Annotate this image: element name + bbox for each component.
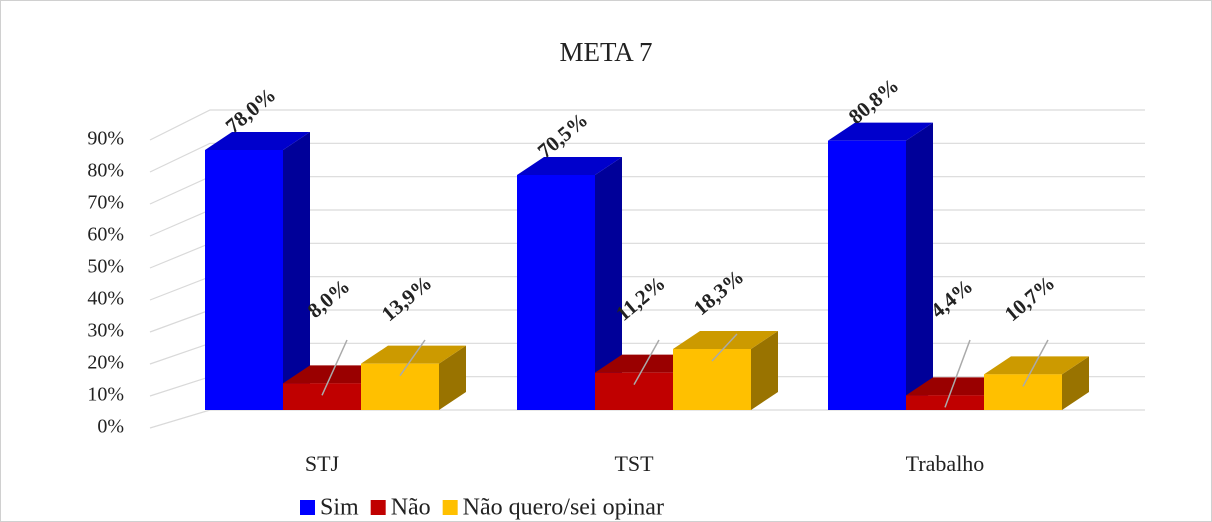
bar-top	[828, 122, 933, 141]
bar-front	[906, 395, 984, 410]
y-tick-label: 30%	[87, 320, 124, 342]
bar	[517, 157, 622, 410]
bar-front	[595, 372, 673, 410]
bar	[361, 345, 466, 410]
y-tick-label: 20%	[87, 352, 124, 374]
x-tick-label: Trabalho	[906, 451, 985, 476]
x-tick-label: TST	[614, 451, 654, 476]
leader-line	[944, 339, 971, 408]
legend-label: Não	[391, 495, 431, 521]
y-tick-label: 60%	[87, 224, 124, 246]
bar-side	[1062, 356, 1089, 410]
bar-side	[751, 331, 778, 410]
bar-side	[439, 345, 466, 410]
leader-line	[399, 339, 426, 377]
bar-top	[517, 157, 622, 175]
legend-swatch	[300, 500, 315, 515]
leader-line	[633, 339, 660, 386]
labels: 0%10%20%30%40%50%60%70%80%90%STJ78,0%8,0…	[87, 73, 1059, 520]
y-tick-label: 50%	[87, 256, 124, 278]
bar-front	[205, 150, 283, 410]
bar-top	[673, 331, 778, 349]
leader-line	[321, 339, 348, 396]
bar	[828, 122, 933, 411]
bar-top	[205, 132, 310, 150]
y-tick-label: 80%	[87, 160, 124, 182]
legend-label: Sim	[320, 495, 359, 521]
bar-front	[283, 383, 361, 410]
y-tick-label: 0%	[97, 416, 124, 438]
leader-line	[1022, 339, 1049, 387]
bar	[205, 132, 310, 410]
bar	[673, 331, 778, 410]
y-tick-label: 40%	[87, 288, 124, 310]
bar-top	[984, 356, 1089, 375]
leader-line	[711, 333, 738, 362]
y-tick-label: 70%	[87, 192, 124, 214]
bar	[984, 356, 1089, 410]
bar-front	[828, 140, 906, 410]
bar-front	[517, 175, 595, 410]
legend-swatch	[370, 500, 386, 515]
bar-front	[984, 374, 1062, 410]
bar-front	[673, 349, 751, 410]
legend-swatch	[442, 500, 458, 515]
bar-front	[361, 363, 439, 410]
chart-title: META 7	[559, 37, 652, 67]
x-tick-label: STJ	[305, 451, 340, 476]
bar-top	[361, 345, 466, 364]
bar-side	[906, 122, 933, 411]
bars	[205, 122, 1089, 411]
bar-side	[595, 157, 622, 410]
bar-side	[283, 132, 310, 410]
grid-line	[149, 109, 1145, 141]
y-tick-label: 90%	[87, 128, 124, 150]
y-tick-label: 10%	[87, 384, 124, 406]
legend-label: Não quero/sei opinar	[463, 495, 664, 521]
